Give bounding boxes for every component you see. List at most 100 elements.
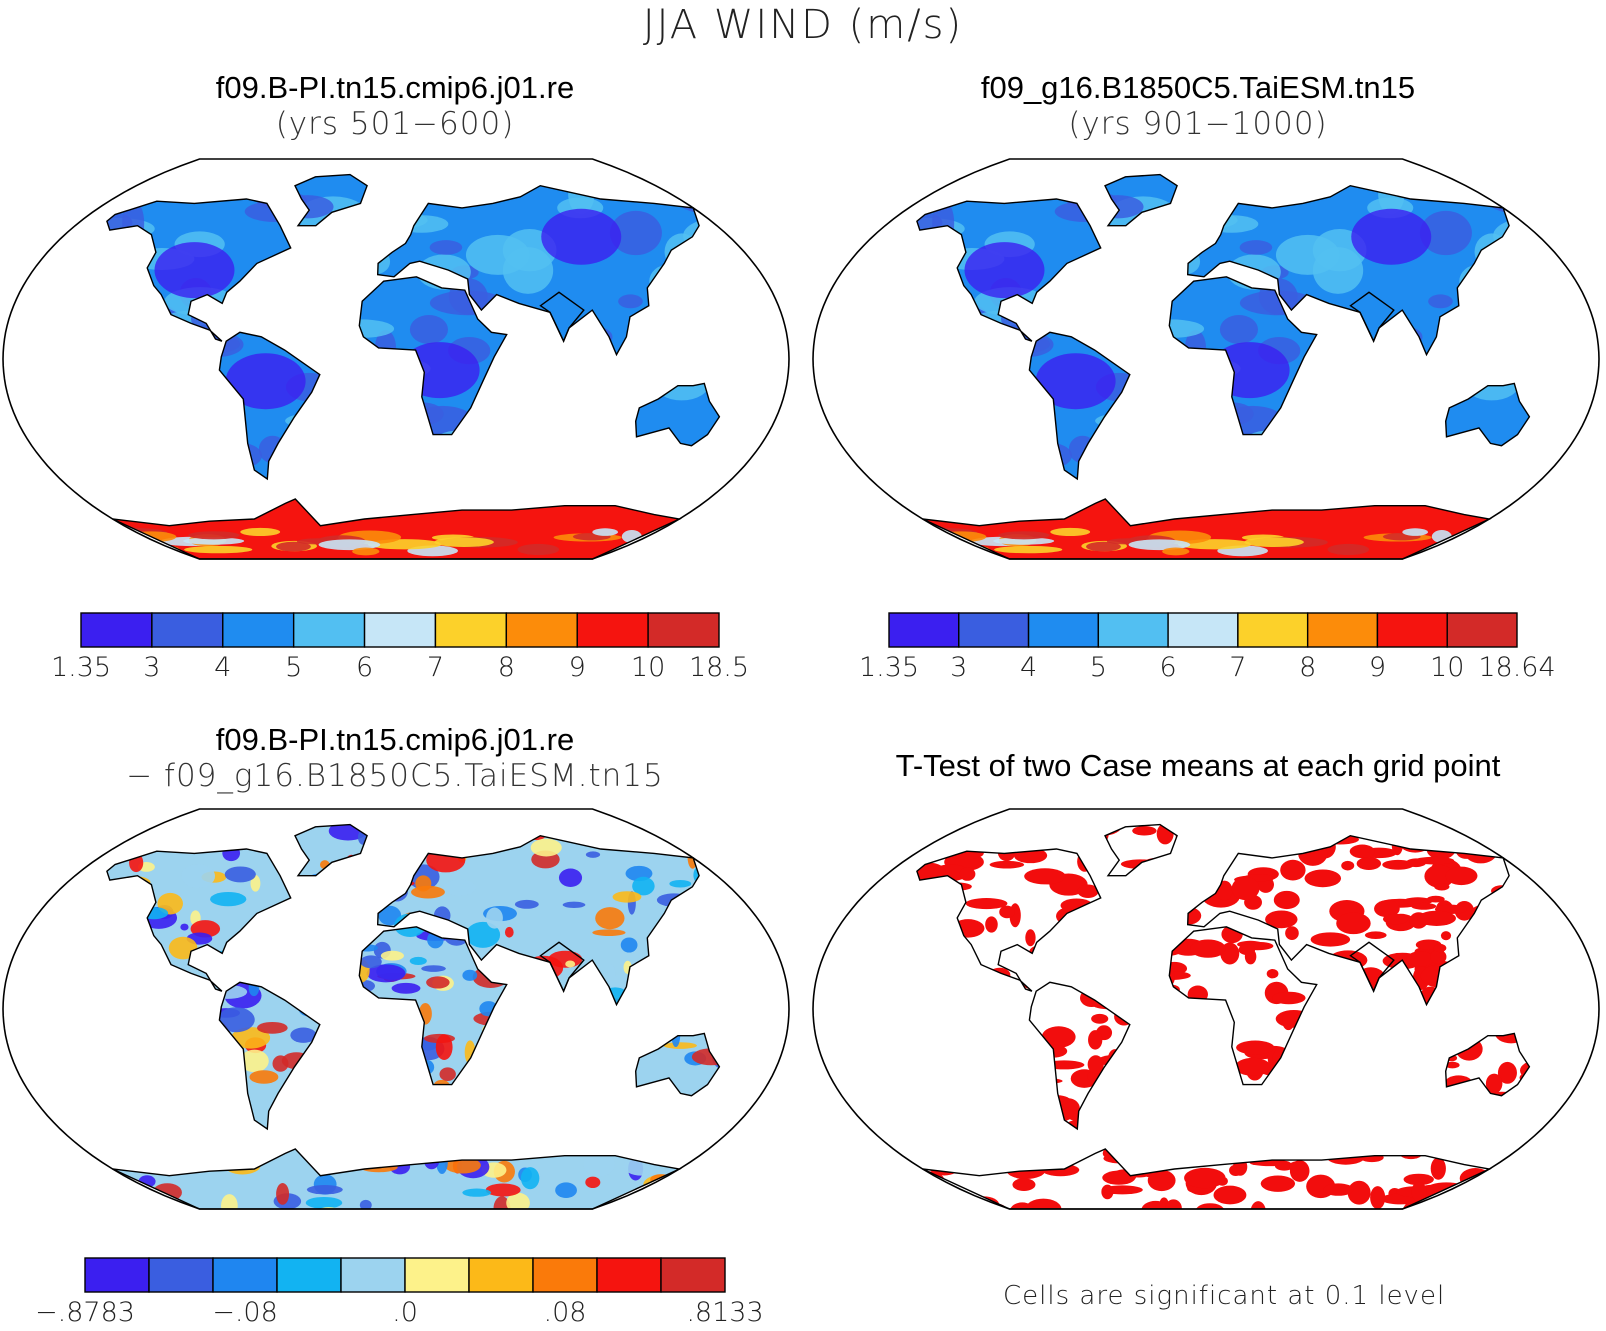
wind-cell xyxy=(532,319,554,368)
significant-cell xyxy=(1512,828,1527,844)
diff-cell xyxy=(464,1083,493,1093)
significant-cell xyxy=(1310,932,1351,947)
panel-title-top-left: f09.B-PI.tn15.cmip6.j01.re (yrs 501−600) xyxy=(0,70,790,142)
wind-cell xyxy=(240,527,281,537)
significant-cell xyxy=(1379,1037,1419,1060)
significant-cell xyxy=(1238,944,1256,956)
wind-cell xyxy=(1088,174,1154,177)
antarctic-band xyxy=(916,496,1530,559)
diff-cell xyxy=(46,1055,64,1070)
wind-cell xyxy=(1292,470,1339,505)
diff-cell xyxy=(525,1083,557,1106)
significant-cell xyxy=(916,1190,935,1200)
significant-cell xyxy=(870,892,907,915)
significant-cell xyxy=(1186,1061,1213,1075)
significant-cell xyxy=(989,860,1025,869)
diff-cell xyxy=(734,915,748,934)
diff-cell xyxy=(221,1194,238,1209)
diff-cell xyxy=(710,1034,720,1049)
diff-cell xyxy=(750,944,789,969)
significant-cell xyxy=(1434,883,1450,891)
diff-cell xyxy=(782,1114,792,1136)
significant-cell xyxy=(1009,1158,1035,1179)
land-field xyxy=(46,812,792,1209)
significant-cell xyxy=(1077,851,1093,872)
wind-cell xyxy=(1524,358,1530,395)
significant-cell xyxy=(835,852,859,873)
colorbar-tick-label: 9 xyxy=(1368,652,1387,683)
diff-cell xyxy=(363,850,382,862)
significant-cell xyxy=(1380,1066,1412,1091)
diff-cell xyxy=(210,892,247,907)
significant-cell xyxy=(959,867,976,881)
significant-cell xyxy=(1464,1109,1500,1118)
significant-cell xyxy=(830,806,859,819)
coastline-samerica xyxy=(218,331,321,481)
wind-cell xyxy=(330,378,350,402)
wind-cell xyxy=(1563,395,1602,439)
diff-cell xyxy=(578,1120,603,1146)
significant-cell xyxy=(916,946,925,965)
diff-cell xyxy=(173,1016,203,1041)
wind-cell xyxy=(1554,464,1592,506)
wind-cell xyxy=(1438,543,1506,554)
diff-cell xyxy=(583,1036,620,1063)
wind-cell xyxy=(916,339,950,362)
significant-cell xyxy=(1413,856,1455,865)
significant-cell xyxy=(1010,1084,1025,1097)
diff-cell xyxy=(506,1192,530,1209)
wind-cell xyxy=(434,537,494,548)
significant-cell xyxy=(1039,1095,1071,1106)
significant-cell xyxy=(1534,1057,1548,1074)
diff-cell xyxy=(217,1007,255,1033)
diff-cell xyxy=(389,1008,399,1023)
diff-cell xyxy=(752,911,771,930)
significant-cell xyxy=(1282,1011,1295,1031)
diff-cell xyxy=(60,1004,88,1010)
wind-cell xyxy=(0,243,28,277)
coastline-namerica xyxy=(916,848,1102,992)
significant-cell xyxy=(1530,834,1561,842)
wind-cell xyxy=(1402,528,1428,536)
diff-cell xyxy=(287,901,304,920)
significant-cell xyxy=(1325,824,1357,835)
diff-cell xyxy=(250,875,261,892)
significant-cell xyxy=(1433,943,1447,953)
significant-cell xyxy=(1382,913,1409,925)
diff-cell xyxy=(329,1113,341,1121)
coastline-namerica xyxy=(106,848,292,992)
wind-cell xyxy=(855,341,874,364)
wind-cell xyxy=(862,172,914,215)
significant-cell xyxy=(1510,838,1530,858)
significant-cell xyxy=(963,1102,982,1112)
wind-cell xyxy=(921,542,977,556)
significant-cell xyxy=(1430,949,1447,964)
wind-cell xyxy=(1050,527,1091,537)
diff-cell xyxy=(602,1136,631,1148)
wind-cell xyxy=(478,420,551,463)
wind-cell xyxy=(541,208,622,265)
diff-cell xyxy=(673,1194,687,1209)
significant-cell xyxy=(1430,1157,1446,1180)
diff-cell xyxy=(189,991,203,1005)
diff-cell xyxy=(177,1028,198,1048)
significant-cell xyxy=(1091,840,1110,858)
significant-cell xyxy=(999,1138,1016,1158)
diff-cell xyxy=(215,1054,241,1075)
diff-cell xyxy=(142,1044,180,1055)
diff-cell xyxy=(540,812,578,818)
significant-cell xyxy=(1455,958,1487,983)
diff-cell xyxy=(770,1103,792,1128)
significant-cell xyxy=(1376,1131,1415,1141)
significant-cell xyxy=(1339,1079,1370,1089)
wind-cell xyxy=(158,375,230,395)
significant-cell xyxy=(1149,1116,1184,1132)
significant-cell xyxy=(980,987,1009,1002)
significant-cell xyxy=(1499,1127,1530,1148)
wind-cell xyxy=(654,451,706,483)
diff-cell xyxy=(275,856,302,865)
significant-cell xyxy=(916,1103,938,1112)
diff-cell xyxy=(383,1088,415,1096)
diff-cell xyxy=(248,979,260,997)
significant-cell xyxy=(1272,991,1306,1005)
